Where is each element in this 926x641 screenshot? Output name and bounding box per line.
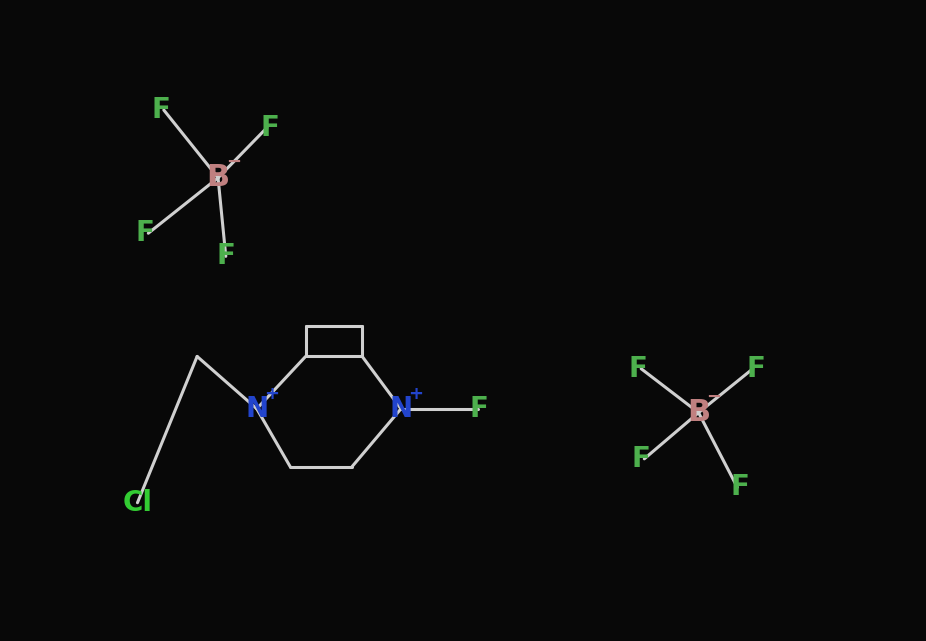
Text: +: + xyxy=(408,385,423,403)
Text: B: B xyxy=(687,398,710,427)
Text: +: + xyxy=(264,385,279,403)
Text: F: F xyxy=(136,219,155,247)
Text: N: N xyxy=(390,395,412,423)
Text: F: F xyxy=(469,395,488,423)
Text: F: F xyxy=(260,113,280,142)
Text: F: F xyxy=(629,354,647,383)
Text: N: N xyxy=(245,395,269,423)
Text: F: F xyxy=(731,473,750,501)
Text: −: − xyxy=(226,153,241,171)
Text: F: F xyxy=(746,354,765,383)
Text: Cl: Cl xyxy=(122,488,153,517)
Text: F: F xyxy=(151,96,170,124)
Text: F: F xyxy=(632,445,651,473)
Text: −: − xyxy=(707,388,721,406)
Text: F: F xyxy=(217,242,235,271)
Text: B: B xyxy=(206,163,230,192)
